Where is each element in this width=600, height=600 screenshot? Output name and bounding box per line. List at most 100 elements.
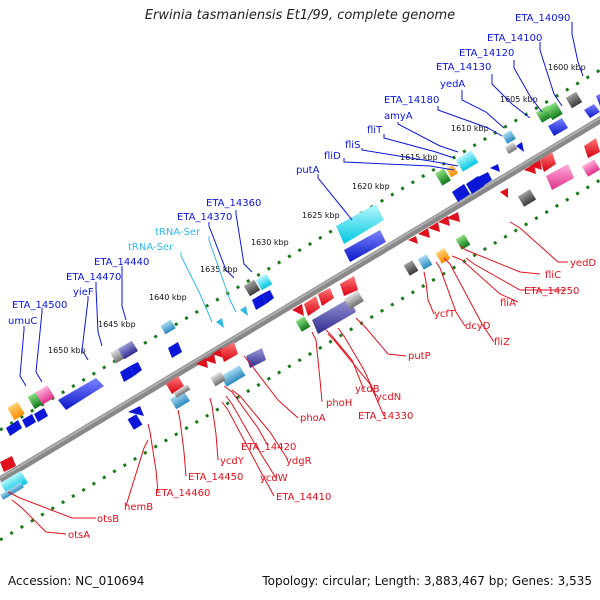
gene-arrow: [500, 188, 508, 198]
forward-gene-labels: ETA_14090 ETA_14100 ETA_14120 ETA_14130 …: [8, 13, 570, 327]
gene-arrow: [292, 304, 304, 316]
gene-block: [170, 390, 190, 410]
forward-genes: [6, 91, 600, 436]
gene-block: [581, 159, 600, 177]
gene-label: ETA_14100: [487, 33, 542, 44]
gene-arrow: [220, 342, 238, 362]
gene-label: ETA_14420: [241, 442, 296, 453]
gene-arrow: [530, 160, 542, 170]
gene-label: yedA: [440, 79, 465, 90]
gene-label: ETA_14450: [188, 472, 243, 483]
gene-arrow: [584, 138, 600, 158]
gene-block: [210, 371, 226, 387]
gene-label: putA: [296, 165, 320, 176]
gene-label: ycdY: [220, 456, 245, 467]
gene-arrow: [452, 184, 470, 202]
reverse-gene-labels: yedD fliC ETA_14250 fliA fliZ dcyD ycfT …: [68, 258, 596, 541]
trna-label: tRNA-Ser: [155, 227, 201, 238]
gene-arrow: [596, 94, 600, 106]
gene-block: [502, 130, 516, 144]
gene-block: [504, 141, 518, 155]
gene-label: yedD: [570, 258, 596, 269]
gene-arrow: [418, 228, 430, 238]
gene-label: fliS: [345, 140, 360, 151]
length-label: Length:: [374, 574, 421, 588]
gene-arrow: [22, 414, 36, 428]
trna-arrow: [216, 318, 224, 328]
gene-block: [435, 168, 451, 186]
gene-label: ycdB: [355, 384, 380, 395]
gene-label: ETA_14250: [524, 286, 579, 297]
map-title: Erwinia tasmaniensis Et1/99, complete ge…: [144, 8, 456, 23]
reverse-leader-lines: [7, 221, 568, 535]
gene-block: [173, 384, 191, 398]
gene-arrow: [166, 376, 184, 394]
length-value: 3,883,467 bp: [423, 574, 504, 588]
gene-block: [455, 234, 471, 250]
gene-label: otsA: [68, 530, 90, 541]
gene-arrow: [34, 408, 48, 422]
gene-label: ydgR: [286, 456, 312, 467]
gene-arrow: [252, 294, 266, 310]
gene-arrow: [204, 354, 216, 364]
trna-label: tRNA-Ser: [128, 242, 174, 253]
gene-label: ETA_14440: [94, 257, 149, 268]
gene-label: yieF: [73, 287, 94, 298]
tick-label: 1605 kbp: [500, 95, 538, 104]
gene-label: dcyD: [465, 321, 491, 332]
gene-label: fliC: [545, 270, 561, 281]
gene-block: [545, 101, 563, 121]
tick-label: 1620 kbp: [352, 182, 390, 191]
tick-labels: 1650 kbp 1645 kbp 1640 kbp 1635 kbp 1630…: [48, 63, 586, 355]
gene-block-large: [336, 204, 384, 244]
gene-arrow: [476, 172, 492, 188]
gene-block: [7, 401, 25, 421]
trna-leader-lines: [180, 236, 237, 323]
gene-label: amyA: [384, 111, 413, 122]
tick-label: 1615 kbp: [400, 153, 438, 162]
gene-block: [0, 482, 24, 500]
gene-block: [35, 385, 55, 405]
accession-label: Accession:: [8, 574, 72, 588]
gene-arrow: [548, 118, 568, 136]
trna-labels: tRNA-Ser tRNA-Ser: [128, 227, 201, 253]
tick-label: 1625 kbp: [302, 211, 340, 220]
tick-track-inner: [0, 178, 600, 542]
gene-label: ETA_14090: [515, 13, 570, 24]
tick-label: 1640 kbp: [149, 293, 187, 302]
genes-label: Genes:: [511, 574, 554, 588]
gene-arrow: [196, 358, 208, 368]
genes-value: 3,535: [557, 574, 592, 588]
gene-label: ETA_14470: [66, 272, 121, 283]
gene-arrow: [120, 366, 134, 382]
gene-arrow: [340, 276, 358, 296]
gene-block: [445, 164, 459, 178]
gene-arrow: [304, 296, 320, 316]
gene-block: [295, 316, 311, 332]
gene-label: umuC: [8, 316, 37, 327]
gene-arrow: [428, 222, 440, 232]
gene-label: ETA_14130: [436, 62, 491, 73]
genome-stats: Topology: circular; Length: 3,883,467 bp…: [262, 574, 592, 588]
gene-block: [118, 340, 138, 360]
accession-value: NC_010694: [75, 574, 145, 588]
gene-block: [435, 248, 451, 264]
gene-arrow: [438, 216, 450, 226]
gene-block: [160, 319, 176, 335]
tick-label: 1600 kbp: [548, 63, 586, 72]
gene-label: ETA_14360: [206, 198, 261, 209]
gene-label: hemB: [124, 502, 153, 513]
gene-label: ETA_14330: [358, 411, 413, 422]
reverse-genes: [0, 138, 600, 500]
gene-label: ETA_14500: [12, 300, 67, 311]
topology-label: Topology:: [262, 574, 319, 588]
gene-arrow: [540, 152, 556, 172]
gene-arrow: [6, 420, 22, 436]
gene-arrow: [584, 104, 600, 118]
gene-block-large: [312, 298, 356, 334]
forward-leader-lines: [19, 22, 584, 387]
gene-label: fliA: [500, 298, 516, 309]
gene-label: fliD: [324, 151, 341, 162]
gene-arrow: [246, 348, 266, 368]
